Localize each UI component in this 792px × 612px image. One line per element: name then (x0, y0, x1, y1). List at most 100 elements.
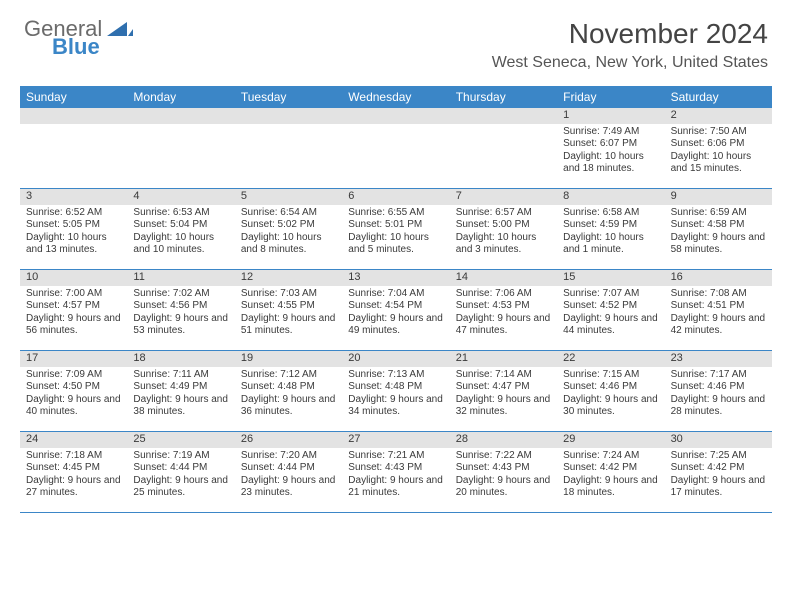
day-number: 10 (20, 270, 127, 286)
day-cell: 9Sunrise: 6:59 AMSunset: 4:58 PMDaylight… (665, 189, 772, 269)
daylight-text: Daylight: 9 hours and 36 minutes. (241, 394, 336, 419)
title-block: November 2024 West Seneca, New York, Uni… (492, 18, 768, 72)
daylight-text: Daylight: 9 hours and 44 minutes. (563, 313, 658, 338)
sunset-text: Sunset: 4:57 PM (26, 300, 121, 313)
day-cell: 16Sunrise: 7:08 AMSunset: 4:51 PMDayligh… (665, 270, 772, 350)
sunset-text: Sunset: 4:58 PM (671, 219, 766, 232)
day-number: 29 (557, 432, 664, 448)
daylight-text: Daylight: 10 hours and 1 minute. (563, 232, 658, 257)
daylight-text: Daylight: 9 hours and 17 minutes. (671, 475, 766, 500)
day-number: 17 (20, 351, 127, 367)
day-body: Sunrise: 7:19 AMSunset: 4:44 PMDaylight:… (127, 448, 234, 504)
daylight-text: Daylight: 9 hours and 47 minutes. (456, 313, 551, 338)
day-body: Sunrise: 7:13 AMSunset: 4:48 PMDaylight:… (342, 367, 449, 423)
day-number: 20 (342, 351, 449, 367)
daylight-text: Daylight: 9 hours and 27 minutes. (26, 475, 121, 500)
daylight-text: Daylight: 9 hours and 18 minutes. (563, 475, 658, 500)
sunrise-text: Sunrise: 7:25 AM (671, 450, 766, 463)
sunset-text: Sunset: 4:56 PM (133, 300, 228, 313)
day-cell: 12Sunrise: 7:03 AMSunset: 4:55 PMDayligh… (235, 270, 342, 350)
sunset-text: Sunset: 4:47 PM (456, 381, 551, 394)
day-body: Sunrise: 7:12 AMSunset: 4:48 PMDaylight:… (235, 367, 342, 423)
daylight-text: Daylight: 9 hours and 23 minutes. (241, 475, 336, 500)
sunrise-text: Sunrise: 7:00 AM (26, 288, 121, 301)
sunset-text: Sunset: 4:48 PM (241, 381, 336, 394)
sunrise-text: Sunrise: 7:11 AM (133, 369, 228, 382)
weekday-header: Sunday (20, 86, 127, 108)
sunset-text: Sunset: 4:43 PM (348, 462, 443, 475)
daylight-text: Daylight: 9 hours and 56 minutes. (26, 313, 121, 338)
day-cell: 27Sunrise: 7:21 AMSunset: 4:43 PMDayligh… (342, 432, 449, 512)
sunset-text: Sunset: 4:50 PM (26, 381, 121, 394)
day-number: 30 (665, 432, 772, 448)
sunset-text: Sunset: 5:02 PM (241, 219, 336, 232)
day-number: 5 (235, 189, 342, 205)
day-number: 26 (235, 432, 342, 448)
weekday-header: Wednesday (342, 86, 449, 108)
sunrise-text: Sunrise: 6:59 AM (671, 207, 766, 220)
sunrise-text: Sunrise: 7:03 AM (241, 288, 336, 301)
week-row: 24Sunrise: 7:18 AMSunset: 4:45 PMDayligh… (20, 432, 772, 513)
sunrise-text: Sunrise: 7:12 AM (241, 369, 336, 382)
sunrise-text: Sunrise: 7:21 AM (348, 450, 443, 463)
day-number: 28 (450, 432, 557, 448)
header: General Blue November 2024 West Seneca, … (0, 0, 792, 78)
sunset-text: Sunset: 6:06 PM (671, 138, 766, 151)
day-body: Sunrise: 6:55 AMSunset: 5:01 PMDaylight:… (342, 205, 449, 261)
day-body: Sunrise: 7:06 AMSunset: 4:53 PMDaylight:… (450, 286, 557, 342)
daylight-text: Daylight: 10 hours and 15 minutes. (671, 151, 766, 176)
day-cell: 22Sunrise: 7:15 AMSunset: 4:46 PMDayligh… (557, 351, 664, 431)
day-number: 27 (342, 432, 449, 448)
location: West Seneca, New York, United States (492, 54, 768, 72)
sunset-text: Sunset: 4:43 PM (456, 462, 551, 475)
day-number: 24 (20, 432, 127, 448)
day-body: Sunrise: 7:09 AMSunset: 4:50 PMDaylight:… (20, 367, 127, 423)
day-cell: 24Sunrise: 7:18 AMSunset: 4:45 PMDayligh… (20, 432, 127, 512)
day-cell: 17Sunrise: 7:09 AMSunset: 4:50 PMDayligh… (20, 351, 127, 431)
daylight-text: Daylight: 9 hours and 34 minutes. (348, 394, 443, 419)
day-cell: 8Sunrise: 6:58 AMSunset: 4:59 PMDaylight… (557, 189, 664, 269)
day-cell (127, 108, 234, 188)
weekday-header: Tuesday (235, 86, 342, 108)
weekday-header-row: SundayMondayTuesdayWednesdayThursdayFrid… (20, 86, 772, 108)
sunrise-text: Sunrise: 6:52 AM (26, 207, 121, 220)
sunrise-text: Sunrise: 6:55 AM (348, 207, 443, 220)
day-body: Sunrise: 6:52 AMSunset: 5:05 PMDaylight:… (20, 205, 127, 261)
sunset-text: Sunset: 6:07 PM (563, 138, 658, 151)
weeks-container: 1Sunrise: 7:49 AMSunset: 6:07 PMDaylight… (20, 108, 772, 513)
day-body: Sunrise: 7:25 AMSunset: 4:42 PMDaylight:… (665, 448, 772, 504)
sunset-text: Sunset: 4:52 PM (563, 300, 658, 313)
day-cell: 19Sunrise: 7:12 AMSunset: 4:48 PMDayligh… (235, 351, 342, 431)
sunset-text: Sunset: 4:55 PM (241, 300, 336, 313)
day-body: Sunrise: 7:00 AMSunset: 4:57 PMDaylight:… (20, 286, 127, 342)
day-cell: 26Sunrise: 7:20 AMSunset: 4:44 PMDayligh… (235, 432, 342, 512)
day-cell: 13Sunrise: 7:04 AMSunset: 4:54 PMDayligh… (342, 270, 449, 350)
day-body: Sunrise: 7:18 AMSunset: 4:45 PMDaylight:… (20, 448, 127, 504)
day-number: 14 (450, 270, 557, 286)
week-row: 1Sunrise: 7:49 AMSunset: 6:07 PMDaylight… (20, 108, 772, 189)
sunset-text: Sunset: 4:53 PM (456, 300, 551, 313)
daylight-text: Daylight: 9 hours and 51 minutes. (241, 313, 336, 338)
day-number: 11 (127, 270, 234, 286)
daylight-text: Daylight: 9 hours and 30 minutes. (563, 394, 658, 419)
day-cell: 21Sunrise: 7:14 AMSunset: 4:47 PMDayligh… (450, 351, 557, 431)
daylight-text: Daylight: 10 hours and 10 minutes. (133, 232, 228, 257)
sunset-text: Sunset: 4:54 PM (348, 300, 443, 313)
day-cell (450, 108, 557, 188)
day-body: Sunrise: 7:20 AMSunset: 4:44 PMDaylight:… (235, 448, 342, 504)
daylight-text: Daylight: 9 hours and 28 minutes. (671, 394, 766, 419)
day-cell: 3Sunrise: 6:52 AMSunset: 5:05 PMDaylight… (20, 189, 127, 269)
day-number: 4 (127, 189, 234, 205)
sunrise-text: Sunrise: 7:20 AM (241, 450, 336, 463)
sunrise-text: Sunrise: 7:49 AM (563, 126, 658, 139)
sunrise-text: Sunrise: 7:24 AM (563, 450, 658, 463)
day-number-empty (342, 108, 449, 124)
day-cell: 4Sunrise: 6:53 AMSunset: 5:04 PMDaylight… (127, 189, 234, 269)
sunset-text: Sunset: 5:00 PM (456, 219, 551, 232)
day-cell: 20Sunrise: 7:13 AMSunset: 4:48 PMDayligh… (342, 351, 449, 431)
day-body: Sunrise: 6:54 AMSunset: 5:02 PMDaylight:… (235, 205, 342, 261)
day-body: Sunrise: 7:22 AMSunset: 4:43 PMDaylight:… (450, 448, 557, 504)
weekday-header: Monday (127, 86, 234, 108)
day-cell: 6Sunrise: 6:55 AMSunset: 5:01 PMDaylight… (342, 189, 449, 269)
day-number: 16 (665, 270, 772, 286)
